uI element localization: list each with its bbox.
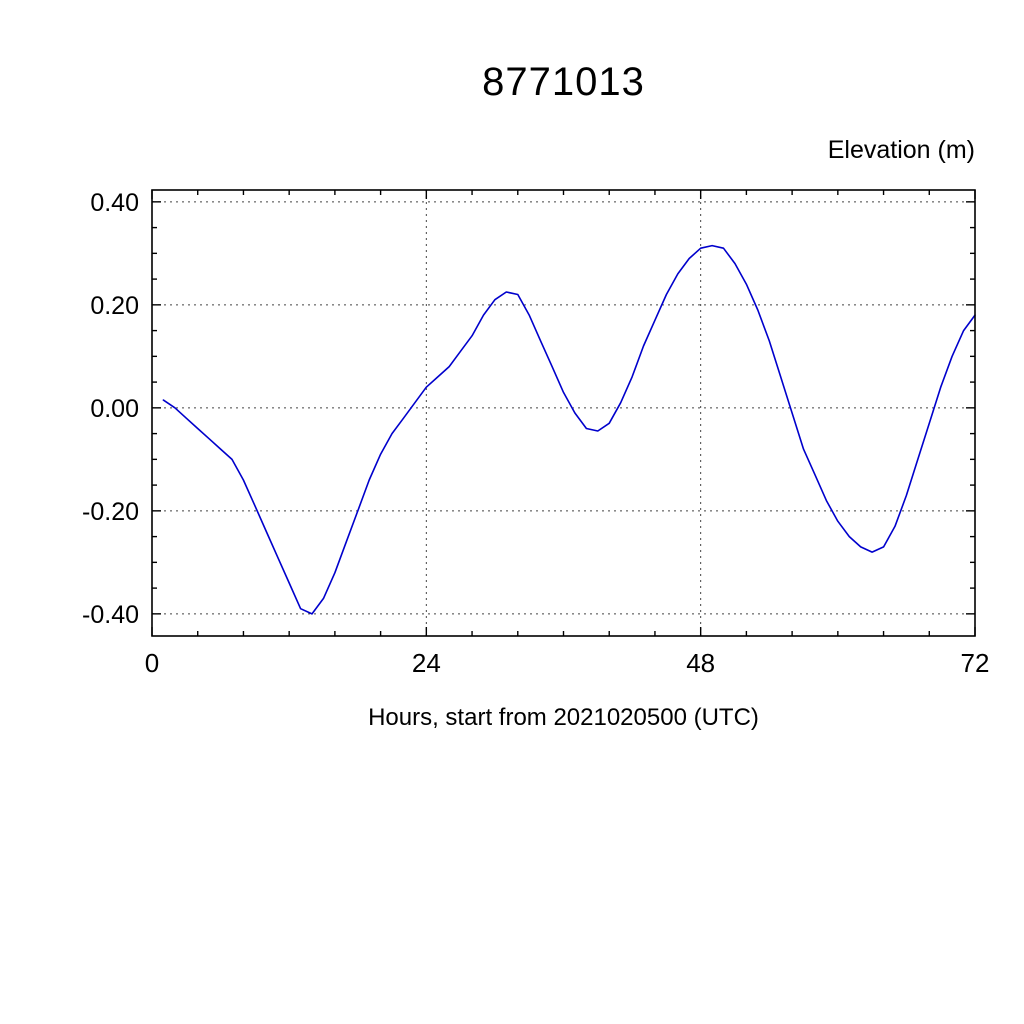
y-tick-label: -0.20: [82, 498, 139, 526]
x-tick-label: 72: [961, 648, 990, 678]
y-tick-label: 0.40: [90, 189, 139, 217]
x-tick-label: 48: [686, 648, 715, 678]
plot-frame: [151, 189, 976, 637]
y-tick-label: 0.20: [90, 292, 139, 320]
elevation-line: [162, 244, 976, 615]
y-axis-label: Elevation (m): [827, 136, 975, 164]
x-tick-label: 0: [145, 648, 159, 678]
x-tick-label: 24: [412, 648, 441, 678]
y-tick-label: 0.00: [90, 395, 139, 423]
x-axis-label: Hours, start from 2021020500 (UTC): [368, 704, 759, 731]
y-tick-label: -0.40: [82, 601, 139, 629]
chart-title: 8771013: [482, 60, 645, 104]
